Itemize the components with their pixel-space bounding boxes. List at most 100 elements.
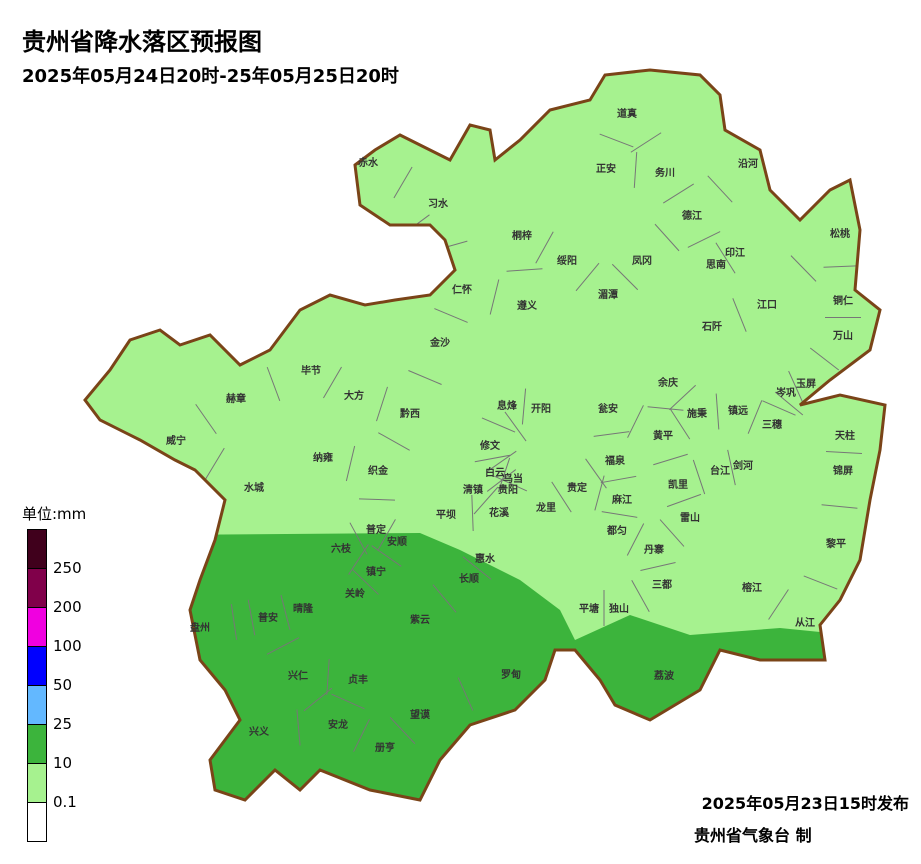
county-boundary (331, 693, 365, 710)
county-boundary (788, 370, 804, 405)
legend-swatch (28, 569, 46, 608)
county-boundary (489, 279, 500, 315)
county-boundary (762, 400, 796, 416)
legend-tick: 25 (53, 715, 73, 733)
county-boundary (497, 457, 511, 493)
county-boundary (768, 589, 789, 620)
county-label: 仁怀 (452, 283, 472, 296)
county-boundary (266, 637, 300, 655)
county-label: 从江 (795, 616, 815, 629)
county-boundary (506, 268, 543, 272)
county-label: 沿河 (738, 157, 758, 170)
county-boundary (821, 504, 858, 509)
county-label: 平塘 (579, 602, 599, 615)
county-label: 凤冈 (632, 255, 652, 267)
county-label: 普定 (366, 523, 386, 536)
county-label: 金沙 (429, 336, 450, 349)
county-boundary (692, 459, 706, 495)
county-label: 江口 (757, 298, 777, 311)
county-label: 正安 (596, 162, 616, 175)
county-label: 兴义 (249, 725, 270, 738)
county-boundary (349, 522, 368, 555)
legend-swatch (28, 764, 46, 803)
county-boundary (594, 475, 605, 511)
legend-swatch (28, 608, 46, 647)
issue-time: 2025年05月23日15时发布 (701, 794, 909, 813)
county-label: 瓮安 (598, 402, 618, 415)
county-boundary (790, 255, 817, 282)
legend-colorbar (27, 529, 47, 842)
county-label: 凯里 (668, 478, 688, 491)
county-boundary (669, 408, 691, 440)
county-label: 赤水 (358, 156, 379, 169)
county-boundary (471, 494, 474, 532)
county-label: 天柱 (835, 429, 855, 442)
legend-swatch (28, 803, 46, 841)
county-label: 镇宁 (366, 565, 386, 578)
county-label: 安顺 (387, 535, 407, 548)
legend-tick: 10 (53, 754, 73, 772)
county-boundary (707, 175, 733, 203)
county-label: 余庆 (657, 376, 678, 389)
county-label: 绥阳 (557, 254, 577, 267)
county-boundary (521, 388, 527, 425)
county-label: 大方 (344, 389, 364, 402)
county-label: 万山 (832, 329, 853, 342)
legend-swatch (28, 686, 46, 725)
county-label: 关岭 (345, 587, 365, 600)
county-label: 施秉 (687, 407, 708, 420)
county-label: 纳雍 (313, 451, 333, 464)
county-boundary (654, 223, 680, 252)
county-boundary (345, 445, 356, 482)
county-boundary (727, 449, 736, 486)
county-boundary (348, 544, 369, 575)
county-label: 龙里 (535, 501, 556, 514)
county-label: 白云 (485, 466, 505, 479)
county-boundary (205, 447, 225, 480)
county-boundary (486, 450, 517, 473)
legend-tick: 50 (53, 676, 73, 694)
county-boundary (666, 493, 702, 508)
county-boundary (715, 242, 736, 274)
county-boundary (633, 152, 638, 188)
county-boundary (432, 584, 457, 613)
county-boundary (647, 406, 684, 411)
county-boundary (195, 403, 217, 435)
county-label: 荔波 (653, 669, 675, 682)
county-boundary (669, 384, 696, 411)
county-boundary (473, 486, 499, 515)
county-label: 岑巩 (775, 386, 796, 399)
legend-tick: 200 (53, 598, 82, 616)
county-label: 晴隆 (293, 602, 314, 615)
county-label: 道真 (617, 107, 637, 120)
county-label: 清镇 (463, 483, 483, 496)
county-boundary (247, 599, 256, 636)
county-boundary (600, 475, 637, 484)
county-boundary (486, 469, 517, 492)
legend-tick: 250 (53, 559, 82, 577)
county-label: 福泉 (604, 454, 626, 467)
province-border (83, 68, 887, 802)
county-boundary (551, 481, 572, 513)
county-label: 黄平 (653, 429, 673, 442)
county-label: 台江 (710, 464, 730, 477)
county-label: 贵阳 (498, 483, 518, 496)
county-boundary (323, 366, 342, 399)
county-label: 独山 (609, 602, 629, 615)
county-label: 都匀 (606, 524, 627, 537)
county-label: 麻江 (611, 493, 632, 506)
county-label: 兴仁 (288, 669, 308, 682)
county-boundary (803, 575, 838, 590)
county-boundary (535, 231, 554, 264)
county-boundary (378, 432, 410, 451)
county-boundary (296, 709, 301, 746)
county-label: 丹寨 (644, 543, 664, 556)
county-boundary (481, 417, 516, 433)
county-label: 开阳 (531, 403, 551, 415)
county-boundary (823, 265, 860, 268)
county-label: 息烽 (497, 399, 518, 412)
county-label: 六枝 (331, 542, 352, 555)
county-label: 榕江 (742, 581, 762, 594)
county-label: 遵义 (517, 299, 538, 312)
